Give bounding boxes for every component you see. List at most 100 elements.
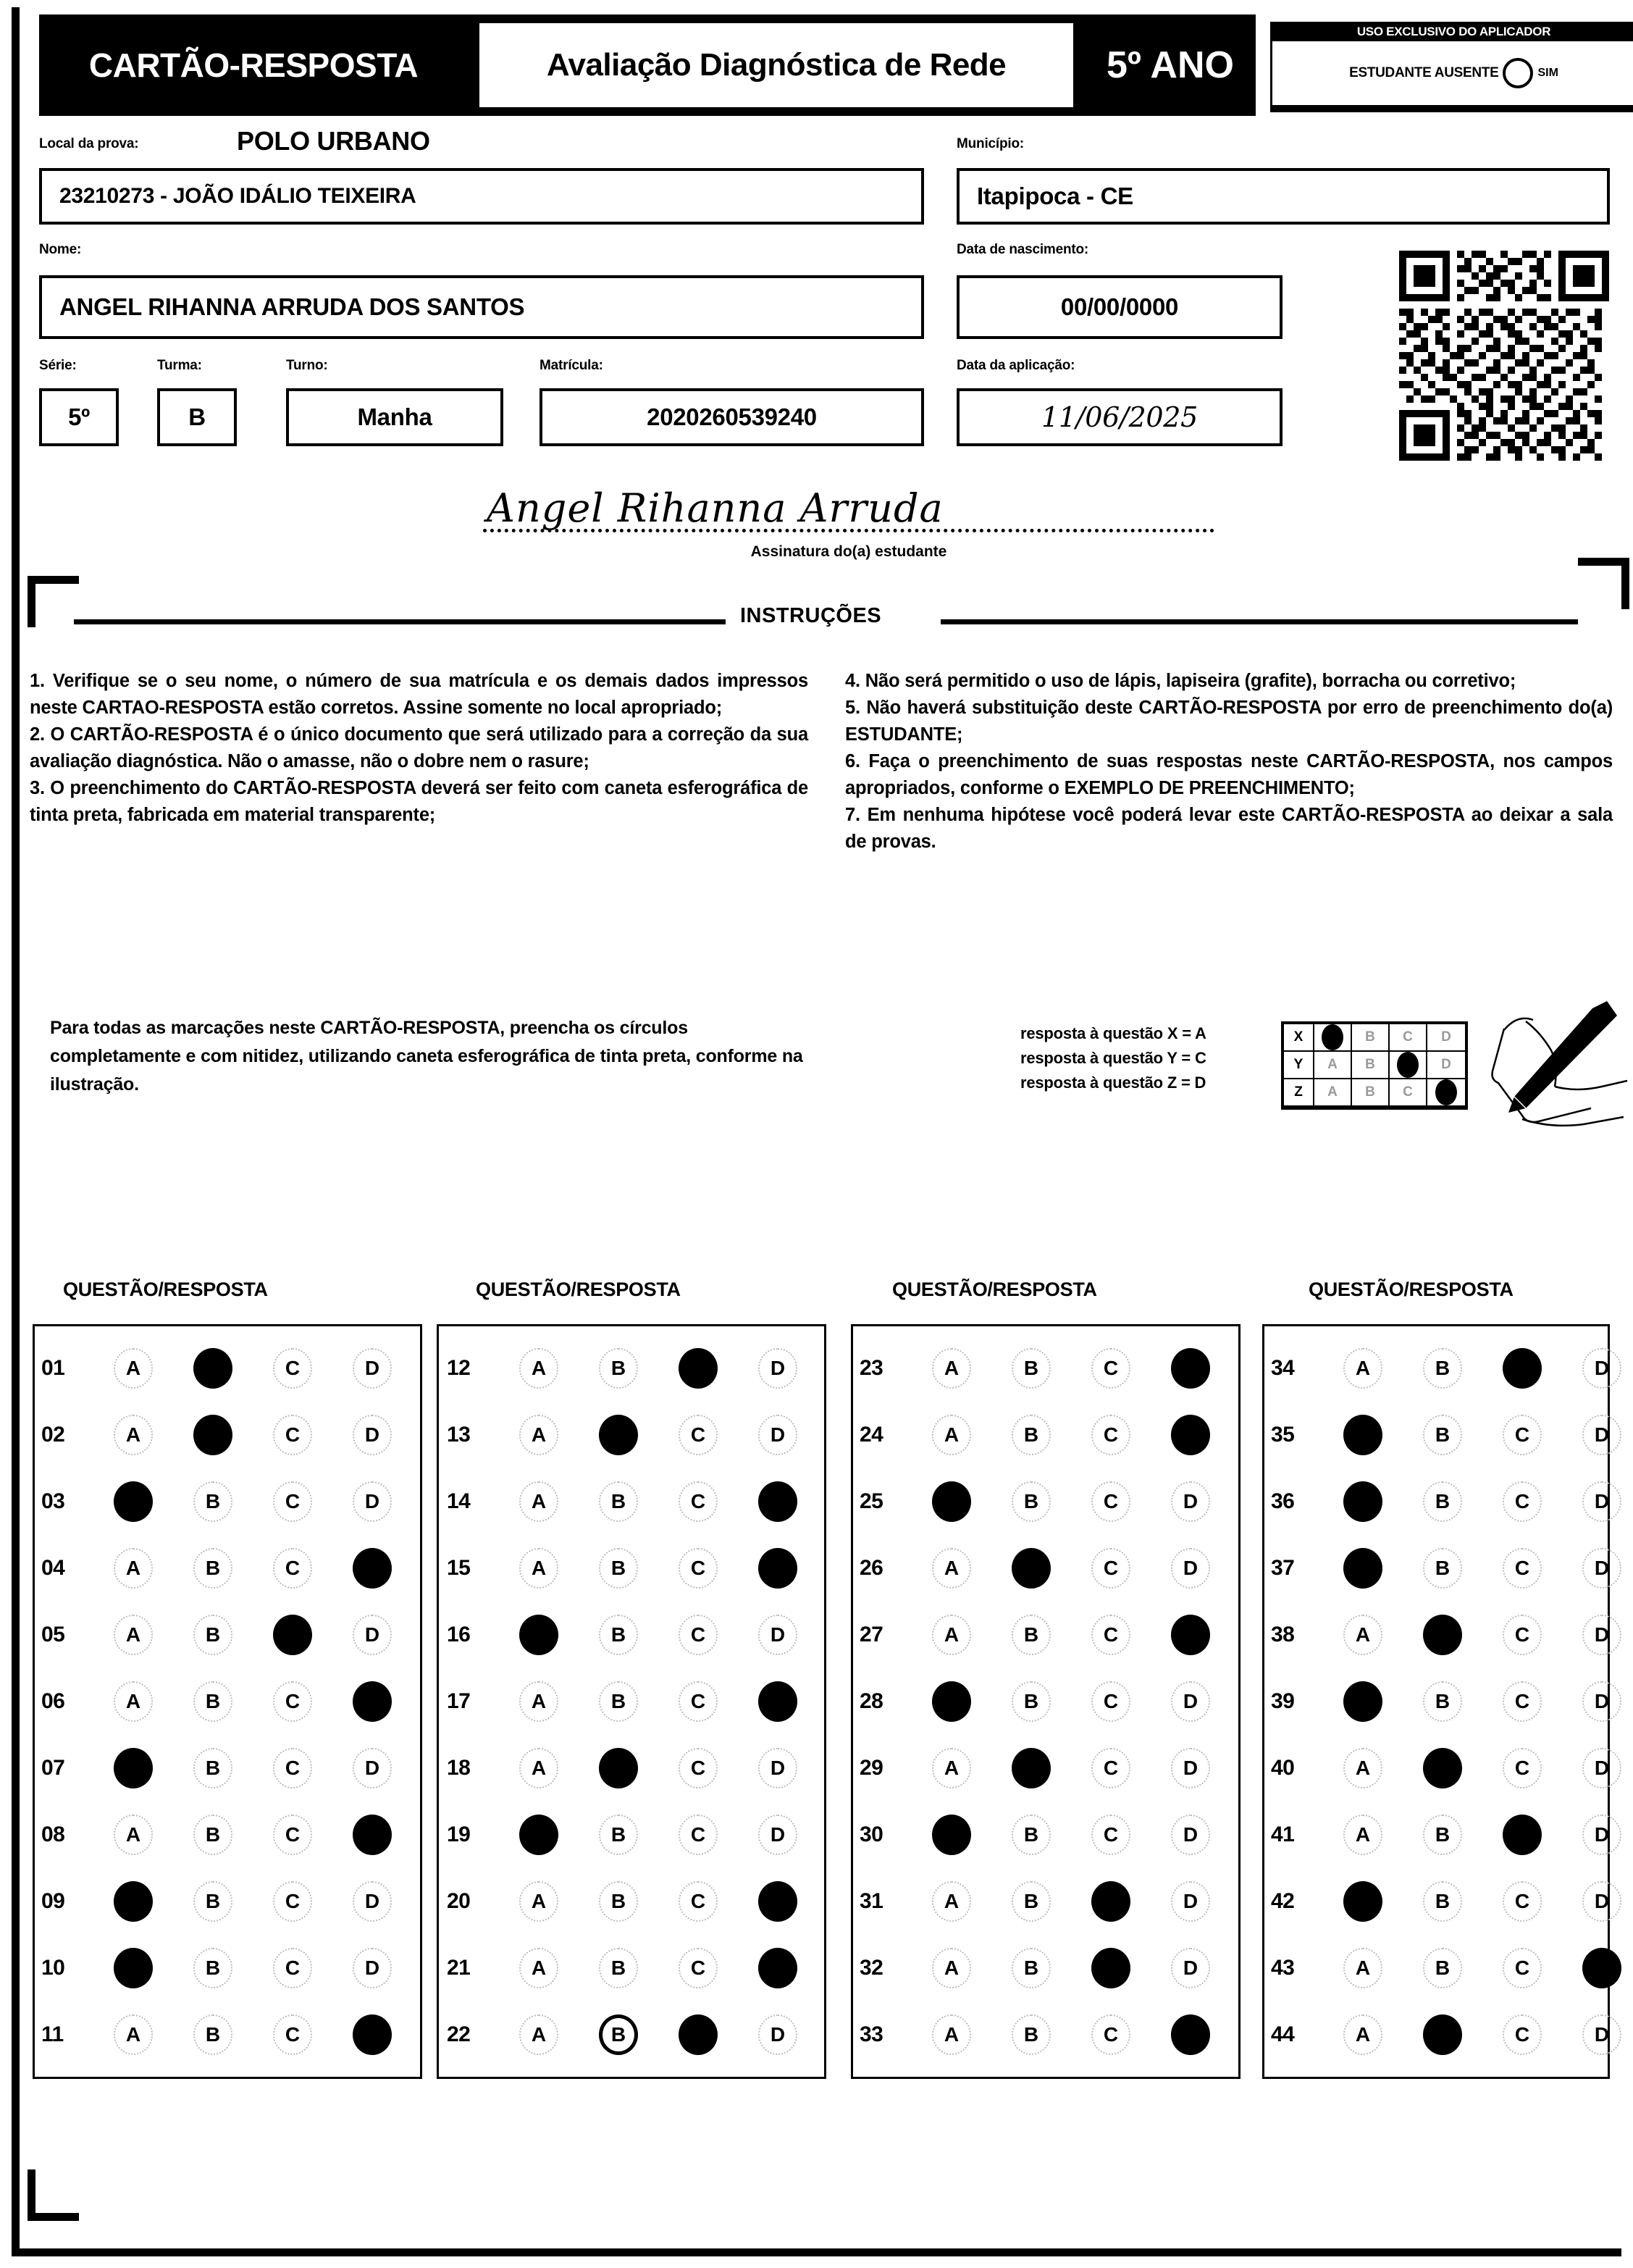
answer-bubble-44-B[interactable]: B	[1423, 2014, 1462, 2055]
answer-bubble-30-C[interactable]: C	[1091, 1815, 1130, 1855]
answer-bubble-25-D[interactable]: D	[1171, 1481, 1210, 1522]
answer-bubble-38-D[interactable]: D	[1582, 1615, 1621, 1655]
answer-bubble-29-B[interactable]: B	[1012, 1748, 1051, 1788]
answer-bubble-16-B[interactable]: B	[599, 1615, 638, 1655]
answer-bubble-21-B[interactable]: B	[599, 1948, 638, 1988]
aplicacao-field[interactable]: 11/06/2025	[957, 388, 1283, 446]
answer-bubble-15-B[interactable]: B	[599, 1548, 638, 1589]
answer-bubble-09-C[interactable]: C	[273, 1881, 312, 1922]
answer-bubble-33-C[interactable]: C	[1091, 2014, 1130, 2055]
answer-bubble-03-A[interactable]: A	[114, 1481, 153, 1522]
answer-bubble-40-B[interactable]: B	[1423, 1748, 1462, 1788]
answer-bubble-43-D[interactable]: D	[1582, 1948, 1621, 1988]
answer-bubble-39-B[interactable]: B	[1423, 1681, 1462, 1722]
answer-bubble-03-B[interactable]: B	[193, 1481, 232, 1522]
answer-bubble-38-B[interactable]: B	[1423, 1615, 1462, 1655]
answer-bubble-16-A[interactable]: A	[519, 1615, 558, 1655]
answer-bubble-27-B[interactable]: B	[1012, 1615, 1051, 1655]
answer-bubble-01-D[interactable]: D	[353, 1348, 392, 1389]
answer-bubble-11-C[interactable]: C	[273, 2014, 312, 2055]
answer-bubble-10-B[interactable]: B	[193, 1948, 232, 1988]
answer-bubble-33-B[interactable]: B	[1012, 2014, 1051, 2055]
answer-bubble-39-A[interactable]: A	[1343, 1681, 1382, 1722]
answer-bubble-04-D[interactable]: D	[353, 1548, 392, 1589]
answer-bubble-24-B[interactable]: B	[1012, 1415, 1051, 1455]
answer-bubble-28-D[interactable]: D	[1171, 1681, 1210, 1722]
answer-bubble-38-C[interactable]: C	[1503, 1615, 1542, 1655]
answer-bubble-34-A[interactable]: A	[1343, 1348, 1382, 1389]
answer-bubble-10-D[interactable]: D	[353, 1948, 392, 1988]
answer-bubble-01-C[interactable]: C	[273, 1348, 312, 1389]
answer-bubble-17-B[interactable]: B	[599, 1681, 638, 1722]
answer-bubble-40-A[interactable]: A	[1343, 1748, 1382, 1788]
answer-bubble-20-D[interactable]: D	[758, 1881, 797, 1922]
answer-bubble-41-A[interactable]: A	[1343, 1815, 1382, 1855]
answer-bubble-20-B[interactable]: B	[599, 1881, 638, 1922]
answer-bubble-21-C[interactable]: C	[679, 1948, 718, 1988]
answer-bubble-18-B[interactable]: B	[599, 1748, 638, 1788]
answer-bubble-37-A[interactable]: A	[1343, 1548, 1382, 1589]
answer-bubble-36-A[interactable]: A	[1343, 1481, 1382, 1522]
answer-bubble-30-B[interactable]: B	[1012, 1815, 1051, 1855]
answer-bubble-01-B[interactable]: B	[193, 1348, 232, 1389]
answer-bubble-44-C[interactable]: C	[1503, 2014, 1542, 2055]
answer-bubble-20-A[interactable]: A	[519, 1881, 558, 1922]
answer-bubble-02-C[interactable]: C	[273, 1415, 312, 1455]
answer-bubble-15-A[interactable]: A	[519, 1548, 558, 1589]
answer-bubble-25-B[interactable]: B	[1012, 1481, 1051, 1522]
answer-bubble-42-A[interactable]: A	[1343, 1881, 1382, 1922]
answer-bubble-11-D[interactable]: D	[353, 2014, 392, 2055]
answer-bubble-40-D[interactable]: D	[1582, 1748, 1621, 1788]
answer-bubble-26-D[interactable]: D	[1171, 1548, 1210, 1589]
answer-bubble-14-B[interactable]: B	[599, 1481, 638, 1522]
local-field[interactable]: 23210273 - JOÃO IDÁLIO TEIXEIRA	[39, 168, 924, 225]
answer-bubble-06-B[interactable]: B	[193, 1681, 232, 1722]
answer-bubble-27-D[interactable]: D	[1171, 1615, 1210, 1655]
answer-bubble-22-B[interactable]: B	[599, 2014, 638, 2055]
answer-bubble-24-D[interactable]: D	[1171, 1415, 1210, 1455]
answer-bubble-31-D[interactable]: D	[1171, 1881, 1210, 1922]
answer-bubble-36-C[interactable]: C	[1503, 1481, 1542, 1522]
answer-bubble-25-C[interactable]: C	[1091, 1481, 1130, 1522]
answer-bubble-22-A[interactable]: A	[519, 2014, 558, 2055]
answer-bubble-17-A[interactable]: A	[519, 1681, 558, 1722]
answer-bubble-15-D[interactable]: D	[758, 1548, 797, 1589]
answer-bubble-34-B[interactable]: B	[1423, 1348, 1462, 1389]
answer-bubble-13-D[interactable]: D	[758, 1415, 797, 1455]
answer-bubble-08-B[interactable]: B	[193, 1815, 232, 1855]
answer-bubble-13-B[interactable]: B	[599, 1415, 638, 1455]
answer-bubble-06-A[interactable]: A	[114, 1681, 153, 1722]
answer-bubble-34-C[interactable]: C	[1503, 1348, 1542, 1389]
answer-bubble-20-C[interactable]: C	[679, 1881, 718, 1922]
answer-bubble-13-C[interactable]: C	[679, 1415, 718, 1455]
turma-field[interactable]: B	[157, 388, 237, 446]
answer-bubble-43-C[interactable]: C	[1503, 1948, 1542, 1988]
answer-bubble-42-C[interactable]: C	[1503, 1881, 1542, 1922]
answer-bubble-23-A[interactable]: A	[932, 1348, 971, 1389]
answer-bubble-15-C[interactable]: C	[679, 1548, 718, 1589]
answer-bubble-42-D[interactable]: D	[1582, 1881, 1621, 1922]
answer-bubble-11-B[interactable]: B	[193, 2014, 232, 2055]
answer-bubble-30-D[interactable]: D	[1171, 1815, 1210, 1855]
answer-bubble-30-A[interactable]: A	[932, 1815, 971, 1855]
serie-field[interactable]: 5º	[39, 388, 119, 446]
answer-bubble-31-C[interactable]: C	[1091, 1881, 1130, 1922]
absent-student-field[interactable]: ESTUDANTE AUSENTE SIM	[1272, 41, 1633, 105]
answer-bubble-14-C[interactable]: C	[679, 1481, 718, 1522]
answer-bubble-26-C[interactable]: C	[1091, 1548, 1130, 1589]
answer-bubble-39-C[interactable]: C	[1503, 1681, 1542, 1722]
answer-bubble-26-B[interactable]: B	[1012, 1548, 1051, 1589]
answer-bubble-14-A[interactable]: A	[519, 1481, 558, 1522]
answer-bubble-23-C[interactable]: C	[1091, 1348, 1130, 1389]
answer-bubble-07-C[interactable]: C	[273, 1748, 312, 1788]
answer-bubble-19-B[interactable]: B	[599, 1815, 638, 1855]
answer-bubble-04-A[interactable]: A	[114, 1548, 153, 1589]
answer-bubble-24-A[interactable]: A	[932, 1415, 971, 1455]
answer-bubble-26-A[interactable]: A	[932, 1548, 971, 1589]
nascimento-field[interactable]: 00/00/0000	[957, 275, 1283, 339]
answer-bubble-24-C[interactable]: C	[1091, 1415, 1130, 1455]
answer-bubble-02-D[interactable]: D	[353, 1415, 392, 1455]
answer-bubble-41-C[interactable]: C	[1503, 1815, 1542, 1855]
answer-bubble-29-A[interactable]: A	[932, 1748, 971, 1788]
answer-bubble-37-D[interactable]: D	[1582, 1548, 1621, 1589]
